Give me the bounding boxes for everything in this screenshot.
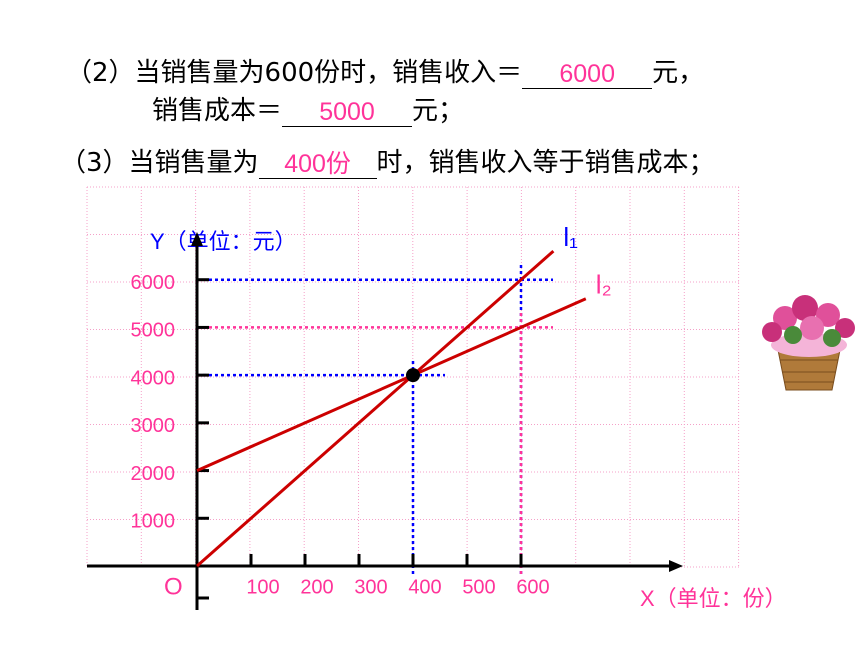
question-text: （2）当销售量为600份时，销售收入＝ [66,58,523,88]
question-text: 元； [412,96,465,126]
x-tick-label: 400 [408,576,441,598]
x-tick-label: 200 [300,576,333,598]
y-tick-label: 6000 [131,272,176,294]
series-label: l₂ [596,270,612,300]
y-axis-label: Y（单位：元） [150,229,297,254]
answer: 400份 [258,150,377,179]
answer: 6000 [522,60,653,89]
series-label: l₁ [563,222,578,252]
y-tick-label: 4000 [131,367,176,389]
flower-pot [762,295,855,391]
question-text: 销售成本＝ [152,96,283,126]
x-tick-label: 600 [516,576,549,598]
y-axis-arrow [191,232,203,246]
question-text: 元， [652,58,705,88]
series-line [196,249,555,568]
x-tick-label: 300 [354,576,387,598]
answer: 5000 [282,98,413,127]
x-axis-label: X（单位：份） [640,586,787,611]
x-tick-label: 500 [462,576,495,598]
question: 销售成本＝ 5000 元； [152,90,464,127]
question-text: （3）当销售量为 [60,148,259,178]
intersection-point [406,368,420,383]
x-tick-label: 100 [246,576,279,598]
y-tick-label: 5000 [131,320,176,342]
origin-label: O [164,573,183,600]
question: （2）当销售量为600份时，销售收入＝ 6000 元， [66,52,704,89]
question-text: 时，销售收入等于销售成本； [376,148,715,178]
y-tick-label: 2000 [131,463,176,485]
y-tick-label: 3000 [131,415,176,437]
series-line [196,297,587,472]
y-tick-label: 1000 [131,511,176,533]
question: （3）当销售量为 400份 时，销售收入等于销售成本； [60,142,715,179]
x-axis-arrow [669,560,683,572]
